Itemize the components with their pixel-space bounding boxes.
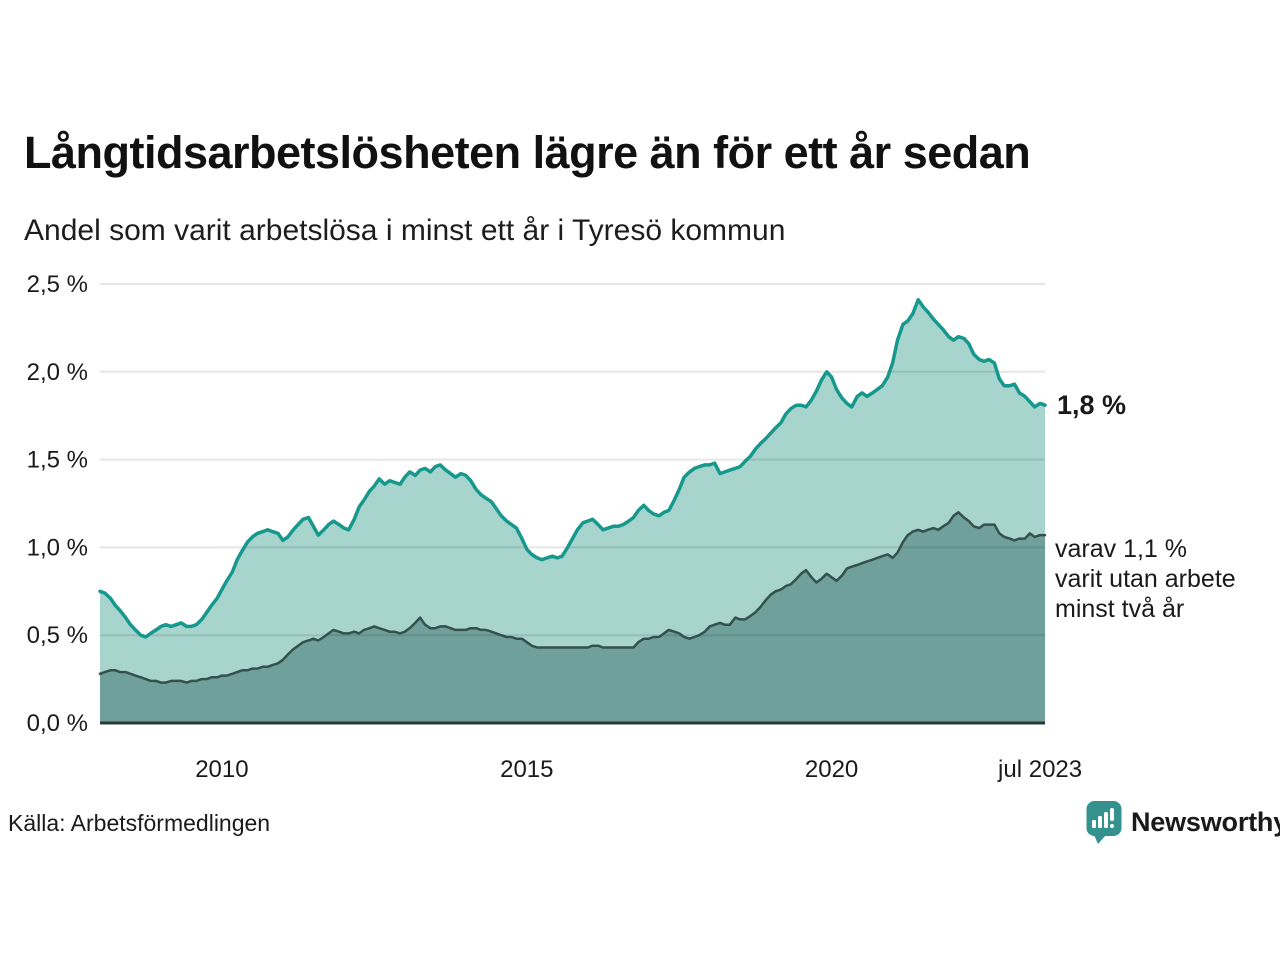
x-tick-label-2010: 2010 [195,756,248,783]
y-tick-label-1,5 %: 1,5 % [27,447,88,474]
y-tick-label-1,0 %: 1,0 % [27,534,88,561]
x-tick-label-jul 2023: jul 2023 [997,756,1082,783]
line-minst-tva-ar [98,511,1047,684]
chart-title: Långtidsarbetslösheten lägre än för ett … [24,127,1031,178]
line-minst-ett-ar [98,298,1047,639]
secondary-annotation: varav 1,1 % varit utan arbete minst två år [1055,535,1236,623]
source-note: Källa: Arbetsförmedlingen [8,810,271,836]
x-tick-label-2015: 2015 [500,756,553,783]
y-tick-label-2,0 %: 2,0 % [27,359,88,386]
y-tick-label-2,5 %: 2,5 % [27,271,88,298]
speech-bubble-bar-chart-icon [1086,801,1122,844]
area-minst-tva-ar [100,512,1045,723]
chart-subtitle: Andel som varit arbetslösa i minst ett å… [24,214,786,247]
x-tick-label-2020: 2020 [805,756,858,783]
y-tick-label-0,5 %: 0,5 % [27,622,88,649]
newsworthy-logo: Newsworthy [1086,800,1280,845]
end-value-label: 1,8 % [1057,390,1126,420]
y-tick-label-0,0 %: 0,0 % [27,710,88,737]
newsworthy-wordmark: Newsworthy [1131,807,1280,837]
